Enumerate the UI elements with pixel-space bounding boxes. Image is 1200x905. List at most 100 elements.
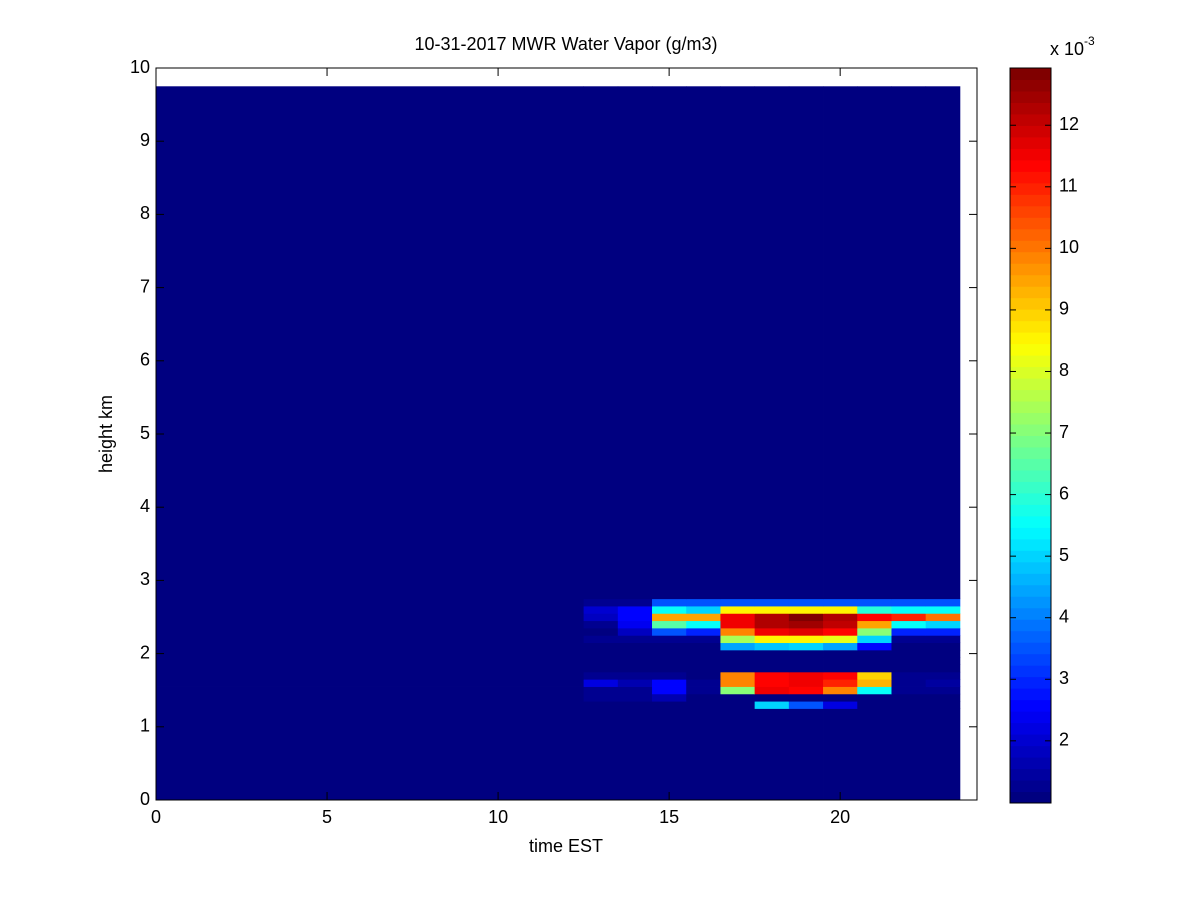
heat-cell	[583, 606, 619, 614]
heat-cell	[720, 613, 756, 622]
heat-cell	[788, 693, 824, 702]
y-tick-label: 9	[140, 130, 150, 150]
heat-cell	[720, 620, 756, 629]
colorbar-step	[1010, 217, 1051, 230]
colorbar-step	[1010, 458, 1051, 471]
heat-cell	[652, 686, 687, 695]
heat-cell	[652, 657, 687, 665]
heat-cell	[823, 606, 858, 614]
heat-cell	[156, 708, 585, 801]
heat-cell	[156, 686, 585, 695]
chart-title: 10-31-2017 MWR Water Vapor (g/m3)	[414, 34, 717, 54]
heat-cell	[686, 693, 721, 702]
heat-cell	[617, 693, 653, 702]
heat-cell	[583, 620, 619, 629]
heat-cell	[788, 671, 824, 680]
heat-cell	[857, 86, 892, 600]
colorbar-tick-label: 3	[1059, 668, 1069, 688]
heat-cell	[823, 635, 858, 644]
heat-cell	[891, 701, 927, 709]
heat-cell	[617, 679, 653, 687]
colorbar-step	[1010, 182, 1051, 195]
heat-cell	[720, 686, 756, 695]
heat-cell	[652, 620, 687, 629]
heat-cell	[788, 598, 824, 607]
colorbar-tick-label: 6	[1059, 483, 1069, 503]
colorbar-step	[1010, 676, 1051, 689]
heat-cell	[583, 679, 619, 687]
x-tick-label: 15	[659, 807, 679, 827]
heat-cell	[156, 649, 585, 658]
y-axis-label: height km	[96, 395, 116, 473]
heat-cell	[156, 693, 585, 702]
heat-cell	[823, 679, 858, 687]
colorbar-step	[1010, 228, 1051, 241]
heat-cell	[617, 606, 653, 614]
heat-cell	[156, 701, 585, 709]
heat-cell	[686, 620, 721, 629]
heat-cell	[720, 86, 756, 600]
heat-cell	[617, 627, 653, 636]
heat-cell	[788, 686, 824, 695]
heat-cell	[891, 642, 927, 651]
colorbar-step	[1010, 205, 1051, 218]
colorbar-step	[1010, 504, 1051, 517]
colorbar-step	[1010, 757, 1051, 770]
heat-cell	[583, 86, 619, 600]
heat-cell	[617, 708, 653, 801]
heat-cell	[583, 693, 619, 702]
colorbar-tick-label: 7	[1059, 422, 1069, 442]
colorbar-step	[1010, 481, 1051, 494]
colorbar-tick-label: 12	[1059, 114, 1079, 134]
colorbar-step	[1010, 274, 1051, 287]
heat-cell	[823, 620, 858, 629]
heat-cell	[925, 671, 961, 680]
heat-cell	[617, 657, 653, 665]
heat-cell	[788, 649, 824, 658]
y-tick-label: 7	[140, 276, 150, 296]
colorbar-step	[1010, 320, 1051, 333]
heat-cell	[925, 598, 961, 607]
heat-cell	[156, 642, 585, 651]
heat-cell	[857, 649, 892, 658]
heat-cell	[857, 679, 892, 687]
heat-cell	[583, 701, 619, 709]
heat-cell	[754, 642, 790, 651]
colorbar-step	[1010, 688, 1051, 701]
heat-cell	[857, 635, 892, 644]
heat-cell	[754, 598, 790, 607]
heat-cell	[925, 693, 961, 702]
heat-cell	[823, 693, 858, 702]
colorbar-step	[1010, 412, 1051, 425]
colorbar-step	[1010, 607, 1051, 620]
heat-cell	[686, 627, 721, 636]
heat-cell	[583, 627, 619, 636]
heat-cell	[857, 701, 892, 709]
heat-cell	[652, 671, 687, 680]
y-tick-label: 10	[130, 57, 150, 77]
heat-cell	[788, 657, 824, 665]
heat-cell	[754, 649, 790, 658]
colorbar-tick-label: 4	[1059, 606, 1069, 626]
colorbar-step	[1010, 435, 1051, 448]
heat-cell	[788, 606, 824, 614]
colorbar-step	[1010, 550, 1051, 563]
heat-cell	[617, 620, 653, 629]
heat-cell	[754, 701, 790, 709]
heat-cell	[754, 693, 790, 702]
y-tick-label: 4	[140, 496, 150, 516]
heat-cell	[891, 657, 927, 665]
colorbar-step	[1010, 711, 1051, 724]
heat-cell	[583, 657, 619, 665]
colorbar-step	[1010, 768, 1051, 781]
heat-cell	[720, 627, 756, 636]
heat-cell	[686, 701, 721, 709]
colorbar-step	[1010, 148, 1051, 161]
colorbar-step	[1010, 780, 1051, 793]
colorbar-step	[1010, 492, 1051, 505]
colorbar-step	[1010, 561, 1051, 574]
heat-cell	[925, 657, 961, 665]
heat-cell	[156, 613, 585, 622]
heat-cell	[857, 671, 892, 680]
heat-cell	[823, 708, 858, 801]
